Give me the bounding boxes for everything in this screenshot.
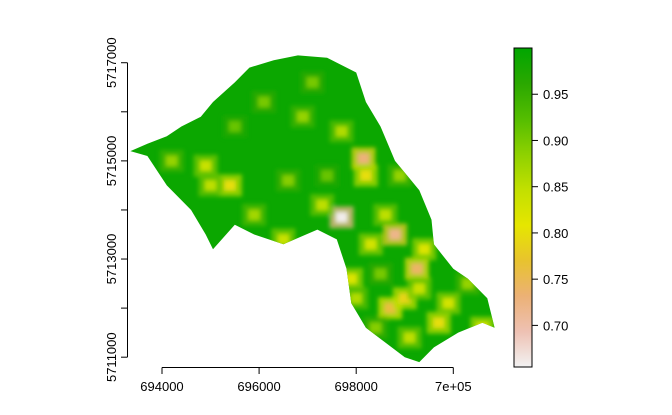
raster-cells [159, 71, 495, 349]
y-tick-label: 5715000 [104, 136, 119, 187]
x-tick-label: 698000 [335, 379, 378, 394]
raster-cell [282, 175, 295, 186]
legend-tick-label: 0.80 [543, 226, 568, 241]
raster-cell [345, 273, 358, 285]
y-axis: 5711000 5713000 5715000 5717000 [104, 37, 128, 382]
raster-cell [199, 160, 212, 172]
raster-cell [277, 233, 290, 245]
raster-cell [432, 317, 445, 329]
raster-cell [364, 238, 377, 250]
legend: 0.70 0.75 0.80 0.85 0.90 0.95 [513, 47, 568, 368]
raster-cell [398, 292, 411, 304]
raster-cell [410, 263, 423, 275]
legend-tick-label: 0.85 [543, 180, 568, 195]
raster-cell [442, 297, 455, 309]
raster-cell [296, 111, 309, 123]
raster-cell [403, 332, 416, 344]
raster-cell [335, 211, 348, 223]
raster-cell [228, 121, 241, 132]
raster-cell [204, 179, 217, 191]
raster-cell [306, 76, 319, 88]
y-tick-label: 5711000 [104, 332, 119, 382]
raster-cell [384, 302, 397, 314]
raster-cell [224, 179, 236, 191]
raster-cell [316, 199, 329, 211]
raster-cell-halo [470, 316, 495, 339]
raster-cell [379, 209, 392, 221]
x-tick-label: 694000 [140, 379, 183, 394]
raster-cell [357, 152, 370, 164]
raster-cell [413, 283, 426, 294]
raster-cell [389, 229, 401, 240]
legend-tick-label: 0.70 [543, 318, 568, 333]
raster-cell [248, 209, 261, 221]
y-tick-label: 5717000 [104, 37, 119, 88]
y-tick-label: 5713000 [104, 234, 119, 285]
raster-cell [335, 125, 348, 137]
x-tick-label: 696000 [237, 379, 280, 394]
raster-layer [130, 55, 495, 363]
legend-tick-label: 0.90 [543, 133, 568, 148]
raster-cell [476, 322, 489, 334]
legend-colorbar [513, 47, 533, 368]
legend-tick-label: 0.95 [543, 87, 568, 102]
x-axis: 694000 696000 698000 7e+05 [140, 367, 472, 394]
raster-cell [350, 292, 363, 304]
raster-cell [374, 268, 387, 280]
raster-cell [461, 278, 474, 290]
raster-cell [369, 322, 382, 334]
raster-cell [165, 155, 178, 167]
raster-cell [359, 170, 372, 182]
raster-cell [418, 243, 431, 255]
x-tick-label: 7e+05 [435, 379, 472, 394]
raster-cell [393, 170, 406, 182]
legend-tick-label: 0.75 [543, 272, 568, 287]
raster-cell [321, 170, 334, 182]
raster-cell [257, 96, 270, 108]
